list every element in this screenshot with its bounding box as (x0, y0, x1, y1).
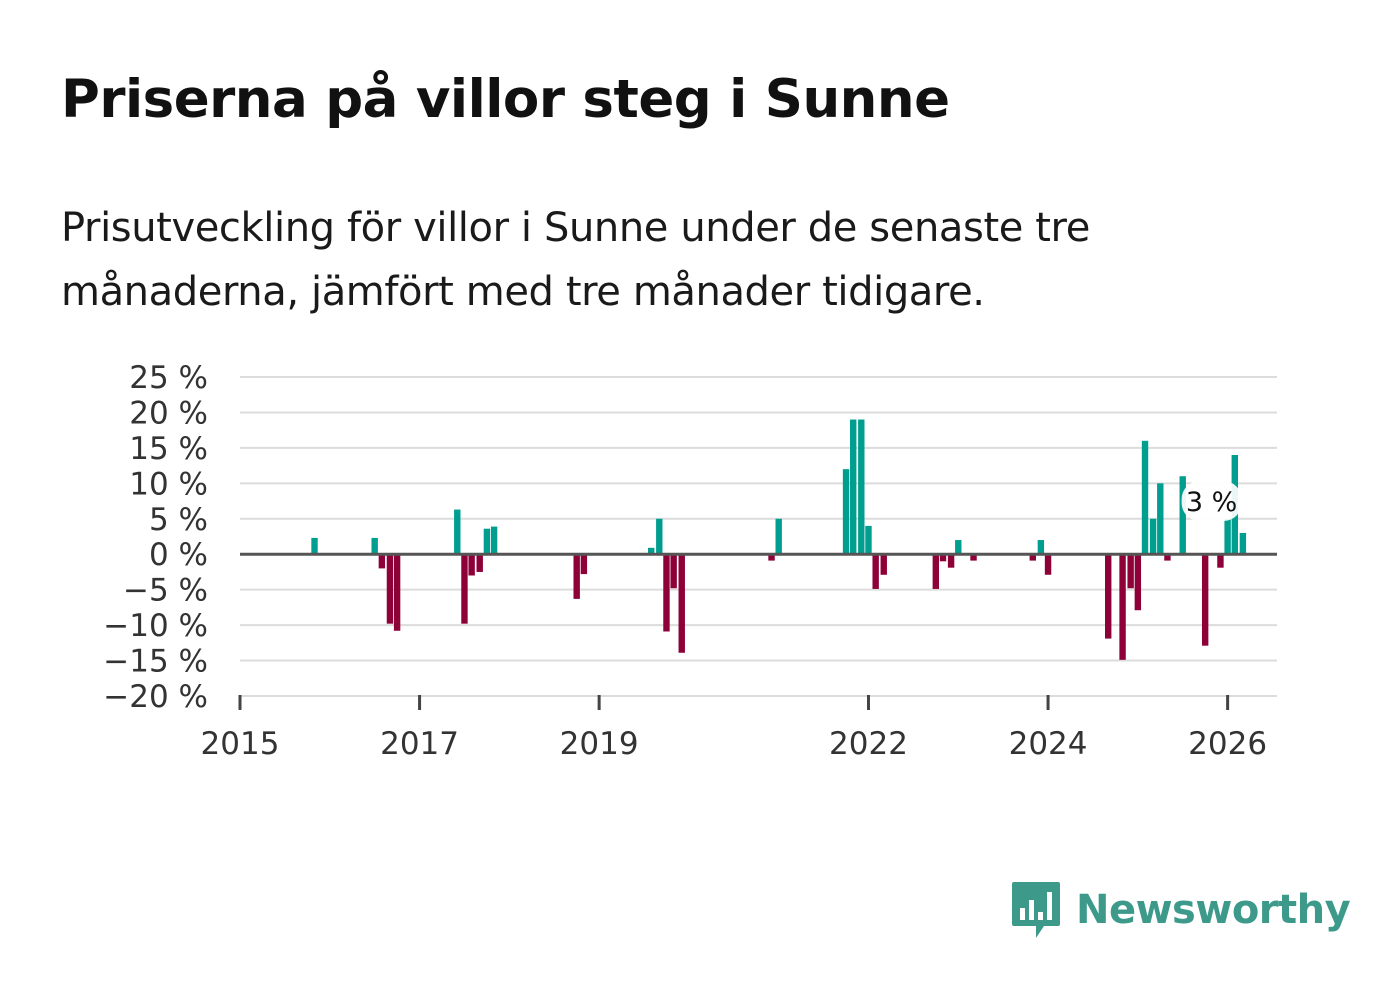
x-tick-label: 2026 (1188, 726, 1267, 762)
y-axis-tick-labels: 25 %20 %15 %10 %5 %0 %−5 %−10 %−15 %−20 … (103, 360, 208, 715)
bar (865, 525, 872, 555)
bar (1239, 532, 1247, 555)
bar (1134, 554, 1142, 611)
bar (1224, 518, 1231, 555)
bar (678, 554, 685, 653)
x-axis (238, 552, 1277, 710)
x-tick-label: 2024 (1009, 726, 1088, 762)
brand-name: Newsworthy (1076, 887, 1351, 933)
bar (1029, 554, 1036, 561)
value-annotation: 3 % (1181, 481, 1242, 522)
bars (311, 419, 1247, 660)
bar (1149, 518, 1157, 555)
bar (1141, 440, 1149, 555)
bar (311, 537, 318, 555)
bar (850, 419, 857, 555)
bar (468, 554, 475, 576)
page-subtitle: Prisutveckling för villor i Sunne under … (61, 205, 1090, 315)
y-tick-label: −15 % (103, 644, 208, 680)
bar (580, 554, 588, 575)
bar (768, 554, 775, 561)
bar (947, 554, 955, 568)
bar (483, 528, 491, 555)
bar (970, 554, 977, 561)
x-tick-label: 2019 (560, 726, 639, 762)
bar (386, 554, 394, 624)
bar (932, 554, 940, 589)
brand-logo: Newsworthy (1010, 878, 1351, 942)
bar-chart-speech-bubble-icon (1012, 882, 1060, 938)
bar (1127, 554, 1134, 589)
y-tick-label: 20 % (129, 395, 208, 431)
bar (648, 547, 655, 555)
bar (1217, 554, 1224, 568)
bar (858, 419, 865, 555)
bar (663, 554, 670, 632)
bar (1119, 554, 1126, 660)
bar (775, 518, 782, 555)
y-tick-label: 25 % (129, 360, 208, 396)
annotation-background (1181, 481, 1242, 522)
x-tick-label: 2017 (380, 726, 459, 762)
bar (880, 554, 887, 575)
bar (1179, 476, 1186, 555)
y-tick-label: −5 % (123, 573, 208, 609)
bar (371, 537, 378, 555)
y-tick-label: 5 % (149, 502, 208, 538)
bar (461, 554, 468, 624)
y-tick-label: −10 % (103, 608, 208, 644)
bar (378, 554, 386, 569)
bar (454, 509, 461, 555)
bar (670, 554, 677, 589)
y-tick-label: −20 % (103, 679, 208, 715)
bar (656, 518, 663, 555)
x-axis-tick-labels: 2015 2017 2019 2022 2024 2026 (201, 726, 1268, 762)
annotation-label: 3 % (1186, 487, 1237, 518)
bar (1044, 554, 1052, 575)
bar (490, 526, 498, 555)
bar (939, 554, 947, 562)
x-tick-label: 2015 (201, 726, 280, 762)
bar (842, 469, 850, 555)
bar (1201, 554, 1209, 646)
y-tick-label: 10 % (129, 466, 208, 502)
bar (1157, 483, 1164, 555)
bar (476, 554, 483, 572)
bar (573, 554, 580, 599)
y-tick-label: 0 % (149, 537, 208, 573)
x-tick-label: 2022 (829, 726, 908, 762)
bar (1037, 540, 1045, 555)
bar (393, 554, 401, 631)
y-tick-label: 15 % (129, 431, 208, 467)
bar (955, 540, 962, 555)
bar (1105, 554, 1112, 639)
page-title: Priserna på villor steg i Sunne (61, 69, 950, 130)
bar (872, 554, 879, 589)
bar (1164, 554, 1171, 561)
